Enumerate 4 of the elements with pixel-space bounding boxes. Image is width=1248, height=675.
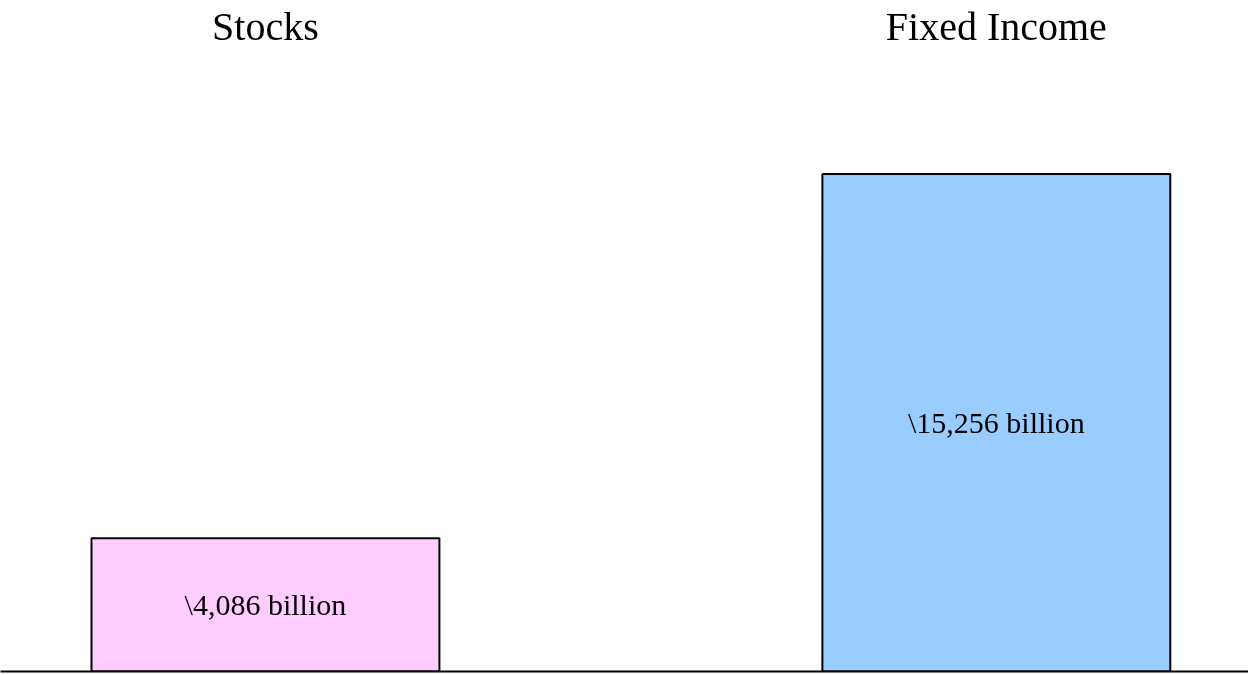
x-tick-label: Fixed Income xyxy=(885,3,1107,49)
data-label: \15,256 billion xyxy=(908,406,1085,440)
data-label: \4,086 billion xyxy=(184,588,347,622)
x-tick-label: Stocks xyxy=(212,3,319,49)
